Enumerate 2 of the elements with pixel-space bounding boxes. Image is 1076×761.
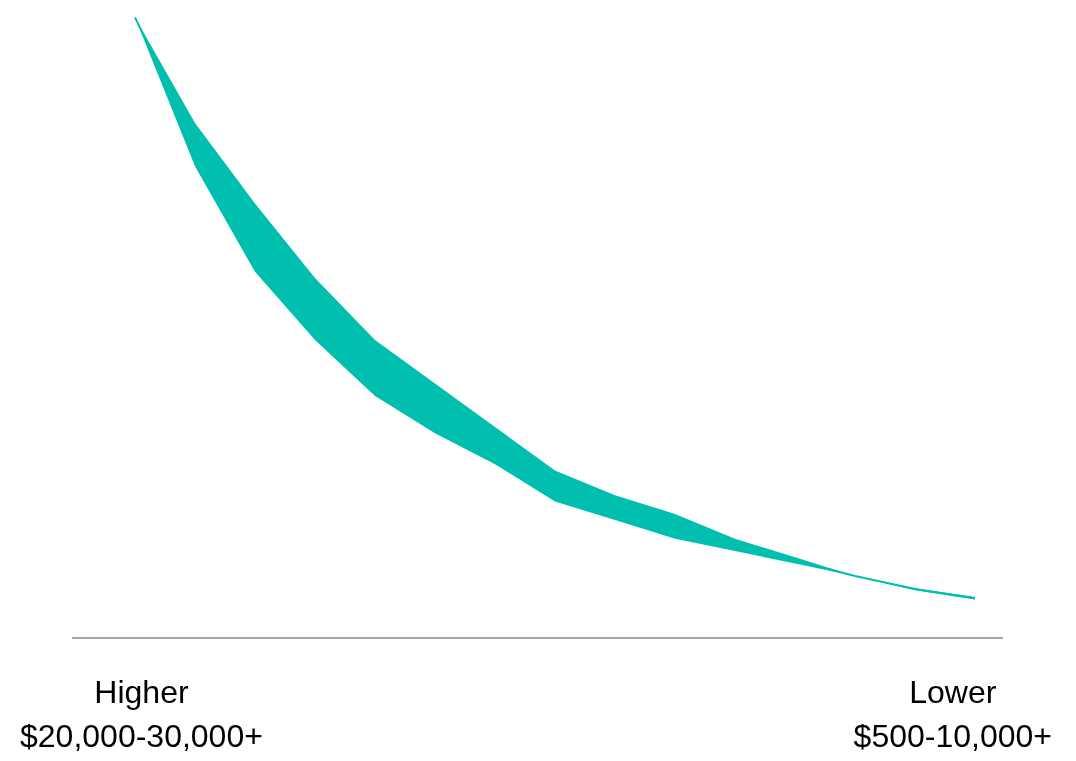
text: Higher $20,000-30,000+	[20, 673, 263, 756]
text: Lower $500-10,000+	[853, 673, 1052, 756]
